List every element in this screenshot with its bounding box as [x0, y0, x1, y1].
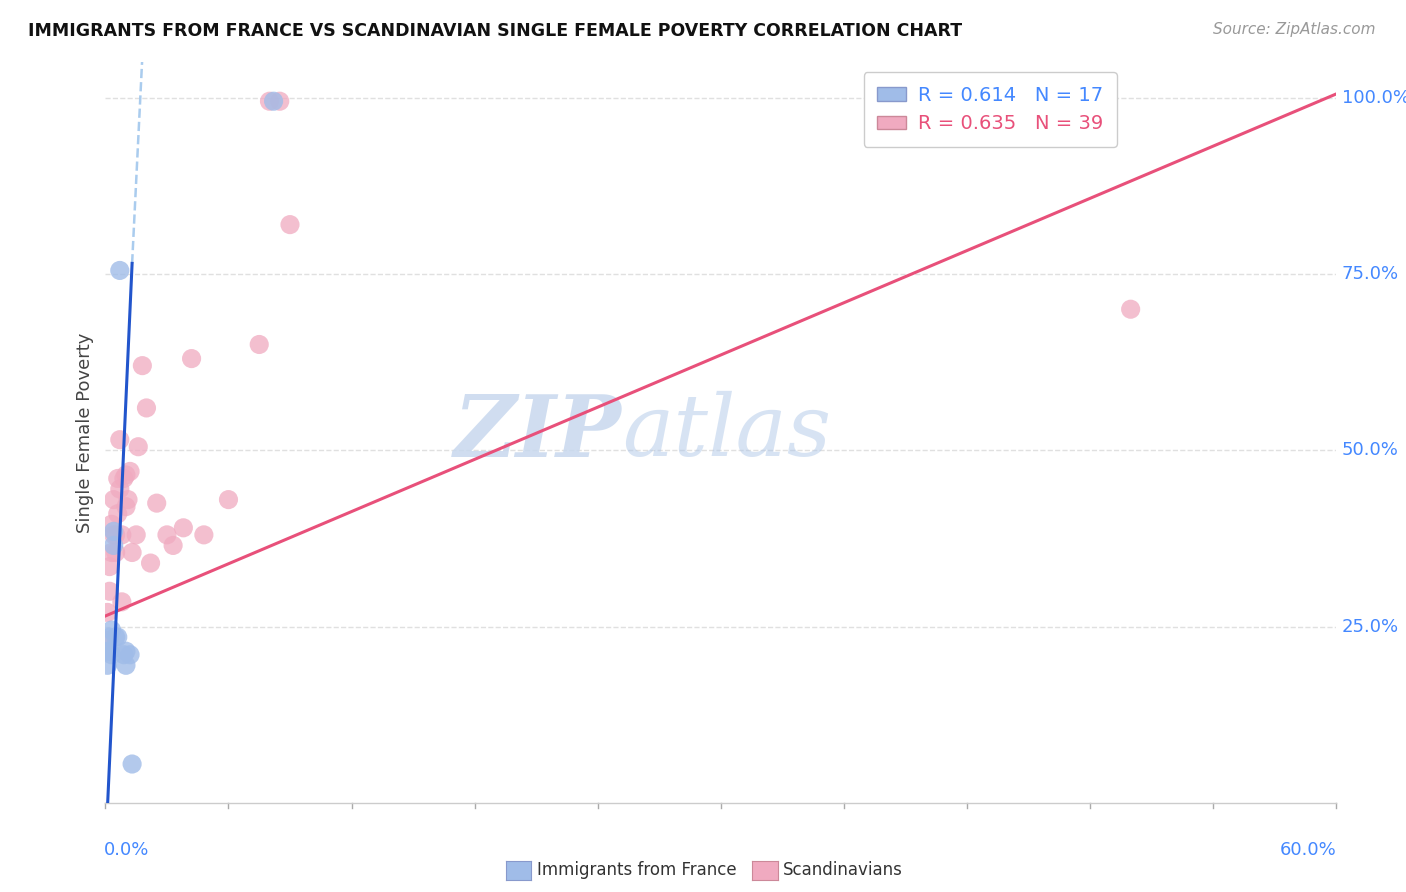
Point [120, 648, 141, 662]
Point [120, 464, 141, 478]
Point [107, 507, 129, 521]
Text: Scandinavians: Scandinavians [783, 861, 903, 879]
Point [112, 648, 135, 662]
Point [98, 630, 121, 644]
Point [107, 471, 129, 485]
Point [156, 528, 179, 542]
Point [100, 648, 122, 662]
Text: 75.0%: 75.0% [1341, 265, 1399, 283]
Point [96, 606, 118, 620]
Point [103, 524, 125, 539]
Point [111, 595, 134, 609]
Text: IMMIGRANTS FROM FRANCE VS SCANDINAVIAN SINGLE FEMALE POVERTY CORRELATION CHART: IMMIGRANTS FROM FRANCE VS SCANDINAVIAN S… [28, 22, 962, 40]
Point [104, 630, 127, 644]
Point [1119, 302, 1142, 317]
Point [125, 528, 148, 542]
Point [121, 545, 143, 559]
Point [263, 94, 285, 108]
Point [115, 644, 138, 658]
Text: Immigrants from France: Immigrants from France [537, 861, 737, 879]
Text: Source: ZipAtlas.com: Source: ZipAtlas.com [1212, 22, 1375, 37]
Point [96, 644, 118, 658]
Point [98, 644, 121, 658]
Point [127, 440, 149, 454]
Y-axis label: Single Female Poverty: Single Female Poverty [76, 333, 94, 533]
Point [111, 528, 134, 542]
Point [278, 218, 301, 232]
Point [131, 359, 153, 373]
Point [259, 94, 281, 108]
Point [96, 658, 118, 673]
Point [100, 545, 122, 559]
Point [269, 94, 291, 108]
Legend: R = 0.614   N = 17, R = 0.635   N = 39: R = 0.614 N = 17, R = 0.635 N = 39 [863, 72, 1116, 147]
Point [108, 263, 131, 277]
Point [103, 528, 125, 542]
Point [103, 492, 125, 507]
Point [96, 633, 118, 648]
Text: 50.0%: 50.0% [1341, 442, 1399, 459]
Point [115, 467, 138, 482]
Point [100, 623, 122, 637]
Point [104, 528, 127, 542]
Point [103, 538, 125, 552]
Point [218, 492, 240, 507]
Point [117, 492, 139, 507]
Point [98, 559, 121, 574]
Point [107, 630, 129, 644]
Point [247, 337, 270, 351]
Text: ZIP: ZIP [454, 391, 621, 475]
Point [193, 528, 215, 542]
Point [108, 482, 131, 496]
Point [162, 538, 184, 552]
Text: atlas: atlas [621, 392, 831, 474]
Point [108, 433, 131, 447]
Point [104, 545, 127, 559]
Point [100, 517, 122, 532]
Text: 25.0%: 25.0% [1341, 617, 1399, 635]
Text: 60.0%: 60.0% [1281, 840, 1337, 859]
Text: 0.0%: 0.0% [104, 840, 149, 859]
Point [115, 500, 138, 514]
Point [112, 471, 135, 485]
Point [139, 556, 162, 570]
Point [172, 521, 194, 535]
Point [135, 401, 157, 415]
Point [115, 658, 138, 673]
Text: 100.0%: 100.0% [1341, 88, 1406, 107]
Point [180, 351, 202, 366]
Point [98, 584, 121, 599]
Point [145, 496, 167, 510]
Point [121, 757, 143, 772]
